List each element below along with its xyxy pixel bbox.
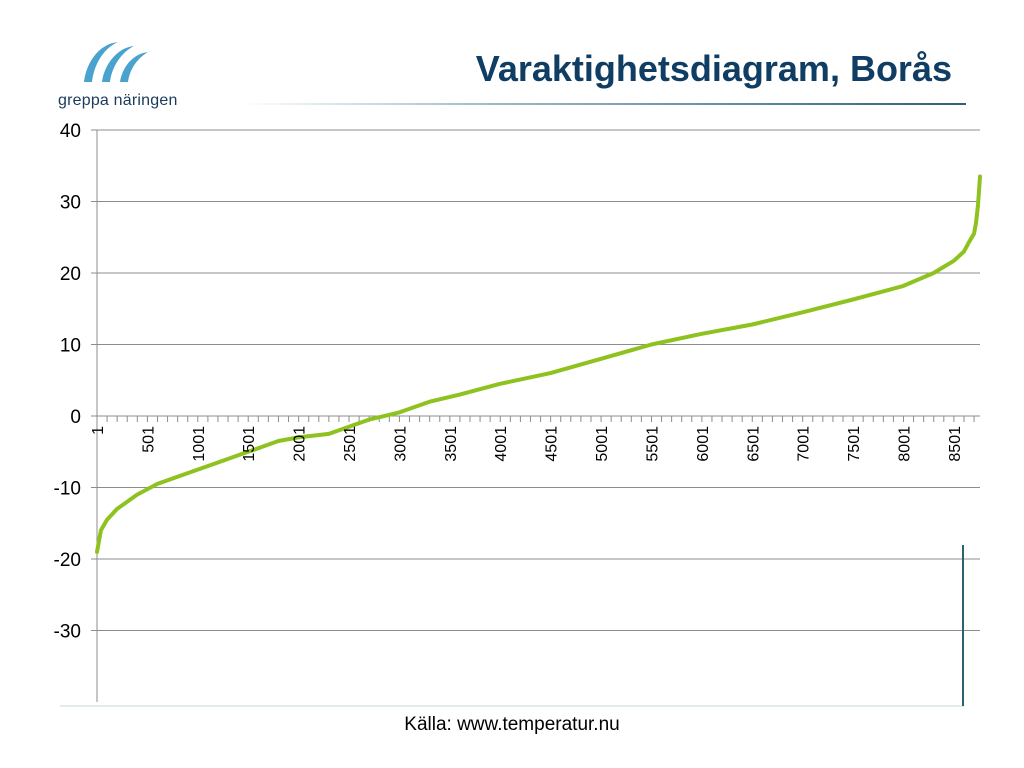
- x-tick-label: 7501: [846, 426, 863, 462]
- x-tick-label: 8001: [896, 426, 913, 462]
- x-tick-label: 3001: [392, 426, 409, 462]
- y-tick-label: 40: [60, 121, 81, 142]
- page-title: Varaktighetsdiagram, Borås: [475, 48, 952, 89]
- x-tick-label: 5001: [594, 426, 611, 462]
- y-tick-label: -20: [54, 550, 81, 571]
- x-tick-label: 2001: [292, 426, 309, 462]
- y-tick-label: 10: [60, 336, 81, 357]
- x-tick-label: 4001: [493, 426, 510, 462]
- source-caption: Källa: www.temperatur.nu: [404, 714, 620, 735]
- logo-swoosh-icon: [84, 42, 148, 82]
- y-tick-label: 30: [60, 193, 81, 214]
- y-tick-label: 0: [70, 407, 81, 428]
- x-tick-label: 3501: [443, 426, 460, 462]
- title-divider: [240, 103, 966, 105]
- series-line: [95, 174, 982, 554]
- greppa-logo: greppa näringen: [50, 36, 210, 116]
- x-tick-label: 5501: [644, 426, 661, 462]
- y-tick-label: -10: [54, 479, 81, 500]
- x-tick-label: 4501: [544, 426, 561, 462]
- x-tick-label: 6501: [745, 426, 762, 462]
- x-tick-label: 7001: [796, 426, 813, 462]
- x-tick-label: 1001: [191, 426, 208, 462]
- logo-text: greppa näringen: [58, 92, 178, 109]
- x-tick-label: 1: [90, 426, 107, 435]
- x-tick-label: 1501: [241, 426, 258, 462]
- x-tick-label: 2501: [342, 426, 359, 462]
- x-tick-label: 6001: [695, 426, 712, 462]
- y-tick-label: -30: [54, 622, 81, 643]
- x-tick-label: 8501: [947, 426, 964, 462]
- x-tick-label: 501: [140, 426, 157, 453]
- y-tick-label: 20: [60, 264, 81, 285]
